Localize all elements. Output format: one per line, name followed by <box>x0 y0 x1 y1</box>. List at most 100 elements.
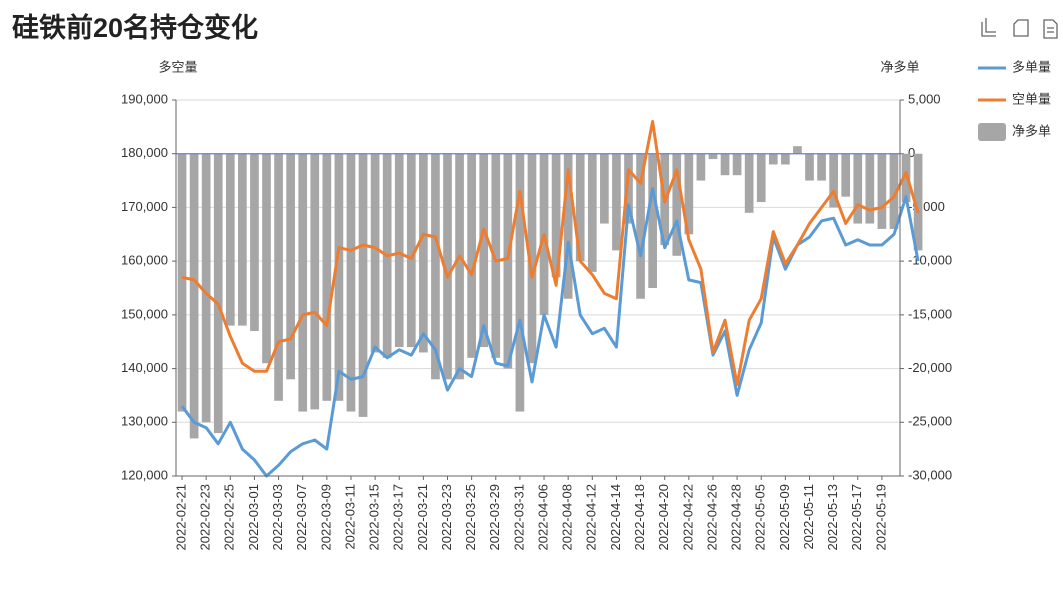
bar <box>732 153 742 176</box>
bar <box>636 153 645 299</box>
bar <box>479 153 489 348</box>
bar <box>225 153 235 326</box>
bar <box>503 153 513 369</box>
x-tick-label: 2022-03-31 <box>511 484 526 551</box>
y2-tick-label: -10,000 <box>908 253 952 268</box>
zoom-icon[interactable] <box>981 18 996 37</box>
bar <box>720 153 730 176</box>
x-tick-label: 2022-03-07 <box>294 484 309 551</box>
x-tick-label: 2022-03-25 <box>463 484 478 551</box>
bar <box>274 153 283 401</box>
bar <box>768 153 778 165</box>
bar <box>358 153 368 417</box>
x-tick-label: 2022-04-06 <box>535 484 550 551</box>
x-tick-label: 2022-05-19 <box>873 484 888 551</box>
x-tick-label: 2022-04-08 <box>560 484 575 551</box>
legend-label: 空单量 <box>1012 91 1051 106</box>
bar <box>696 153 706 181</box>
bar <box>865 153 875 224</box>
bar <box>310 153 320 410</box>
bar <box>563 153 573 299</box>
y-tick-label: 190,000 <box>121 91 168 106</box>
bar <box>672 153 682 256</box>
x-tick-label: 2022-02-25 <box>222 484 237 551</box>
bar <box>177 153 187 412</box>
bar <box>684 153 694 235</box>
x-tick-label: 2022-04-12 <box>584 484 599 551</box>
x-tick-label: 2022-03-23 <box>439 484 454 551</box>
bar <box>298 153 308 412</box>
bar <box>600 153 609 224</box>
bar <box>877 153 887 229</box>
bar <box>793 146 802 154</box>
x-tick-label: 2022-02-23 <box>198 484 213 551</box>
x-tick-label: 2022-03-09 <box>318 484 333 551</box>
y-axis-label: 多空量 <box>158 59 197 74</box>
x-tick-label: 2022-03-11 <box>342 484 357 550</box>
bar <box>262 153 271 364</box>
y2-tick-label: 5,000 <box>908 91 941 106</box>
y2-tick-label: -20,000 <box>908 360 952 375</box>
bar <box>587 153 597 272</box>
x-tick-label: 2022-05-05 <box>753 484 768 551</box>
x-tick-label: 2022-05-11 <box>801 484 816 550</box>
bar <box>624 153 633 224</box>
bar <box>648 153 657 288</box>
y2-tick-label: -25,000 <box>908 414 952 429</box>
y-tick-label: 150,000 <box>121 306 168 321</box>
x-tick-label: 2022-05-09 <box>777 484 792 551</box>
x-tick-label: 2022-03-15 <box>367 484 382 551</box>
bar <box>431 153 440 380</box>
bar <box>189 153 199 439</box>
bar <box>853 153 863 224</box>
x-tick-label: 2022-05-17 <box>849 484 864 551</box>
bar <box>841 153 851 197</box>
y2-tick-label: -30,000 <box>908 467 952 482</box>
x-tick-label: 2022-04-14 <box>608 484 623 551</box>
y-tick-label: 130,000 <box>121 414 168 429</box>
bar <box>491 153 501 358</box>
restore-icon[interactable] <box>1013 19 1029 37</box>
bar <box>612 153 621 251</box>
y2-tick-label: -15,000 <box>908 306 952 321</box>
y-tick-label: 140,000 <box>121 360 168 375</box>
bar <box>334 153 344 401</box>
bar <box>406 153 416 348</box>
x-tick-label: 2022-04-20 <box>656 484 671 551</box>
bar <box>756 153 766 203</box>
x-tick-label: 2022-03-17 <box>391 484 406 551</box>
toolbar <box>981 18 1058 39</box>
bar <box>708 153 718 160</box>
y2-tick-label: 0 <box>908 145 915 160</box>
bar <box>467 153 476 358</box>
bar <box>913 153 923 251</box>
bar <box>805 153 814 181</box>
bar <box>455 153 464 380</box>
y-tick-label: 170,000 <box>121 199 168 214</box>
y2-axis-label: 净多单 <box>880 59 919 74</box>
bar <box>322 153 332 401</box>
bar <box>829 153 838 208</box>
save-icon[interactable] <box>1043 19 1058 39</box>
bar <box>744 153 754 213</box>
bar <box>370 153 380 353</box>
x-tick-label: 2022-04-26 <box>704 484 719 551</box>
y-tick-label: 180,000 <box>121 145 168 160</box>
bar <box>394 153 404 348</box>
x-tick-label: 2022-03-01 <box>246 484 261 551</box>
bar <box>901 153 911 203</box>
legend-label: 多单量 <box>1012 59 1051 74</box>
bar <box>419 153 428 353</box>
bar <box>213 153 223 434</box>
x-tick-label: 2022-04-28 <box>729 484 744 551</box>
bar <box>238 153 247 326</box>
x-tick-label: 2022-04-22 <box>680 484 695 551</box>
x-tick-label: 2022-03-03 <box>270 484 285 551</box>
y-tick-label: 160,000 <box>121 253 168 268</box>
bar <box>889 153 899 229</box>
x-tick-label: 2022-03-29 <box>487 484 502 551</box>
y-tick-label: 120,000 <box>121 467 168 482</box>
bar <box>527 153 537 364</box>
bar <box>346 153 356 412</box>
